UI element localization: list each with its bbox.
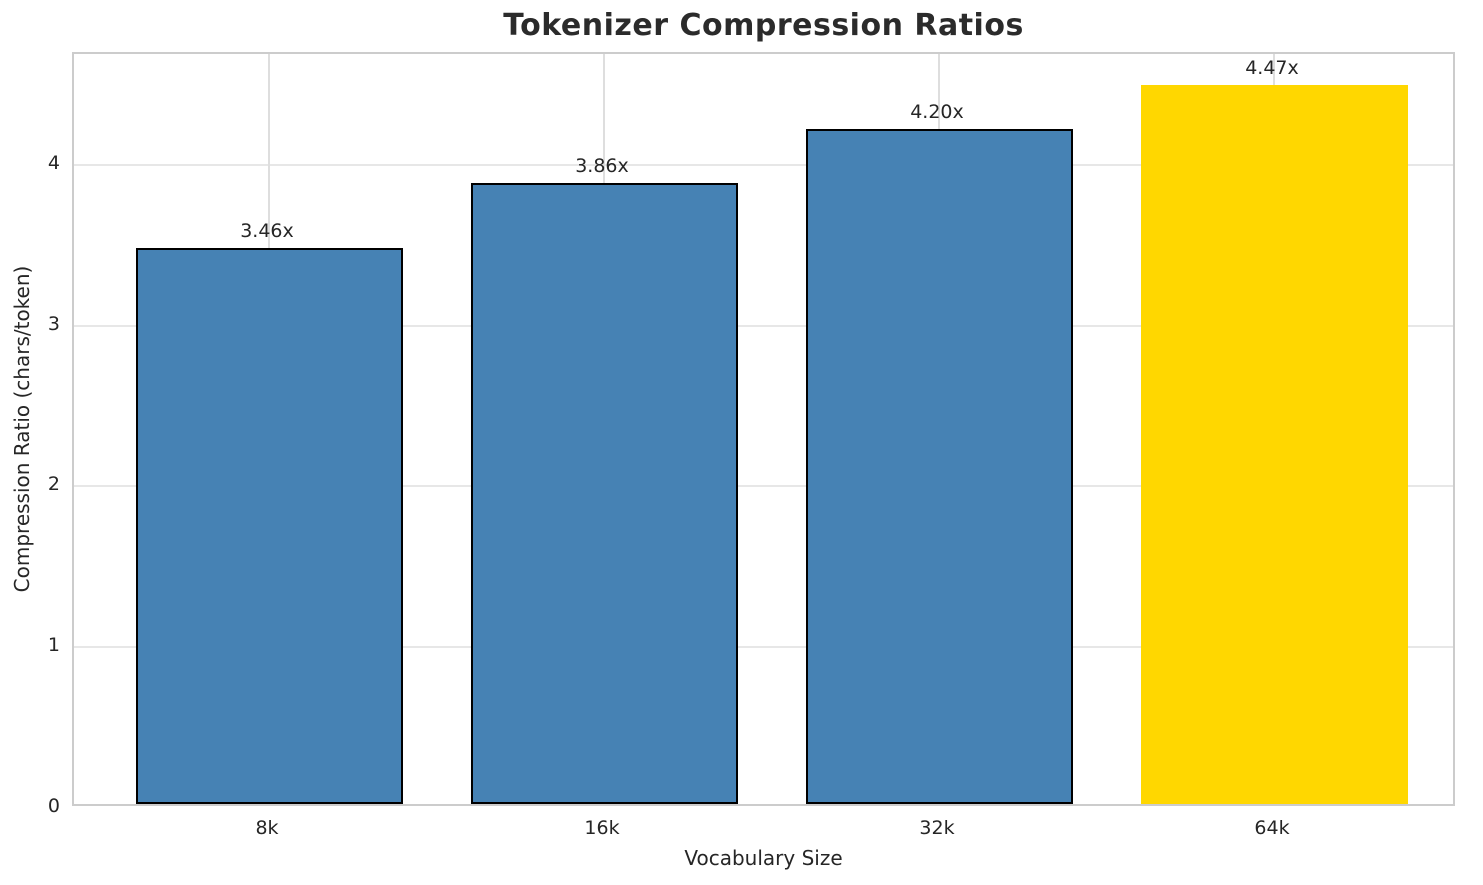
y-tick-label-3: 3 xyxy=(47,312,60,335)
x-axis-label: Vocabulary Size xyxy=(684,846,843,870)
bar-value-label-8k: 3.46x xyxy=(240,219,294,242)
x-tick-label-16k: 16k xyxy=(584,817,620,839)
bar-value-label-64k: 4.47x xyxy=(1245,57,1299,80)
bar-16k xyxy=(470,183,738,804)
y-tick-label-0: 0 xyxy=(47,795,60,817)
x-tick-label-8k: 8k xyxy=(255,817,279,839)
gridline-horizontal-2 xyxy=(74,485,1453,488)
gridline-horizontal-4 xyxy=(74,163,1453,166)
y-tick-label-1: 1 xyxy=(47,634,60,657)
x-tick-label-32k: 32k xyxy=(919,817,955,839)
bar-value-label-16k: 3.86x xyxy=(575,155,629,178)
bar-32k xyxy=(805,128,1073,804)
gridline-horizontal-3 xyxy=(74,324,1453,327)
y-tick-label-4: 4 xyxy=(47,151,60,174)
plot-area xyxy=(72,52,1455,806)
gridline-horizontal-1 xyxy=(74,646,1453,649)
bar-8k xyxy=(135,247,403,804)
y-tick-label-2: 2 xyxy=(47,473,60,496)
x-tick-label-64k: 64k xyxy=(1254,817,1290,839)
bar-64k xyxy=(1140,85,1408,804)
chart-title: Tokenizer Compression Ratios xyxy=(503,8,1024,43)
bar-value-label-32k: 4.20x xyxy=(910,100,964,123)
